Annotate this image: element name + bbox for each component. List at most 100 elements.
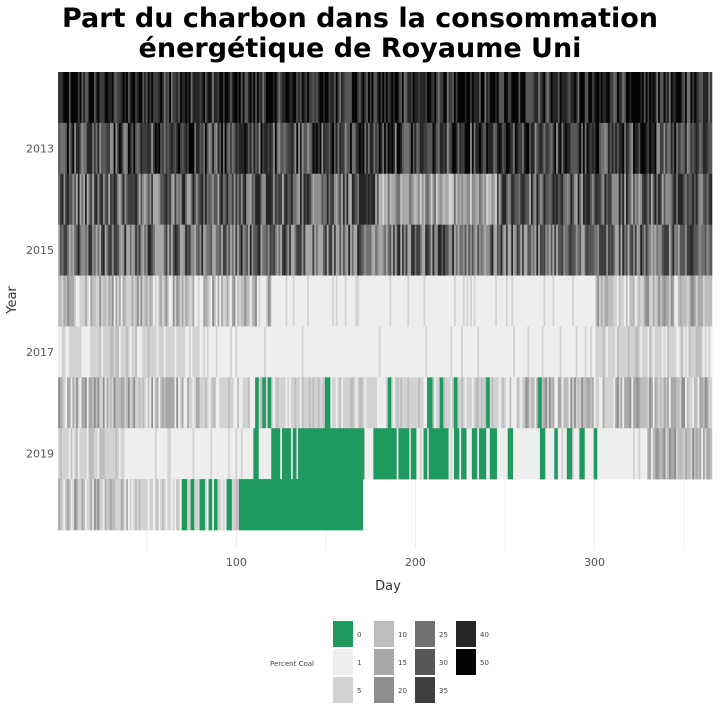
heatmap-cell — [642, 377, 645, 429]
heatmap-cell — [350, 122, 353, 175]
heatmap-cell — [425, 377, 428, 429]
heatmap-cell — [133, 122, 136, 175]
heatmap-cell — [518, 275, 521, 327]
heatmap-cell — [566, 72, 569, 124]
heatmap-cell — [688, 275, 691, 327]
heatmap-cell — [453, 326, 457, 378]
heatmap-cell — [154, 224, 158, 276]
heatmap-cell — [398, 72, 401, 124]
heatmap-cell — [101, 326, 104, 378]
heatmap-cell — [656, 275, 659, 327]
heatmap-cell — [119, 326, 122, 378]
heatmap-cell — [599, 173, 602, 225]
heatmap-cell — [292, 326, 295, 378]
heatmap-cell — [167, 173, 170, 225]
heatmap-cell — [219, 326, 222, 378]
heatmap-cell — [419, 173, 423, 225]
heatmap-cell — [163, 224, 166, 276]
heatmap-cell — [221, 326, 224, 378]
heatmap-cell — [106, 224, 109, 276]
heatmap-cell — [547, 173, 550, 225]
heatmap-cell — [165, 224, 168, 276]
heatmap-cell — [307, 377, 310, 429]
heatmap-cell — [683, 173, 686, 225]
heatmap-cell — [622, 224, 625, 276]
heatmap-cell — [409, 377, 412, 429]
heatmap-cell — [423, 122, 426, 175]
heatmap-cell — [310, 479, 313, 531]
heatmap-cell — [111, 122, 115, 175]
heatmap-cell — [161, 428, 165, 480]
heatmap-cell — [405, 377, 408, 429]
heatmap-cell — [502, 224, 505, 276]
heatmap-cell — [437, 122, 441, 175]
heatmap-cell — [495, 173, 498, 225]
heatmap-cell — [611, 377, 614, 429]
heatmap-cell — [402, 72, 405, 124]
heatmap-cell — [597, 224, 600, 276]
heatmap-cell — [482, 224, 485, 276]
heatmap-cell — [235, 479, 238, 531]
heatmap-cell — [584, 326, 587, 378]
heatmap-cell — [355, 479, 358, 531]
heatmap-cell — [520, 377, 523, 429]
heatmap-cell — [590, 428, 593, 480]
heatmap-cell — [516, 275, 519, 327]
heatmap-cell — [312, 428, 315, 480]
heatmap-cell — [307, 173, 310, 225]
heatmap-cell — [638, 326, 641, 378]
heatmap-cell — [412, 173, 415, 225]
heatmap-cell — [122, 377, 125, 429]
heatmap-cell — [264, 173, 267, 225]
heatmap-cell — [197, 377, 201, 429]
heatmap-cell — [471, 326, 475, 378]
heatmap-cell — [599, 122, 602, 175]
heatmap-cell — [314, 122, 317, 175]
heatmap-cell — [84, 224, 88, 276]
heatmap-cell — [328, 173, 331, 225]
heatmap-cell — [151, 122, 154, 175]
heatmap-cell — [93, 377, 97, 429]
heatmap-cell — [174, 72, 177, 124]
heatmap-cell — [471, 428, 475, 480]
heatmap-cell — [402, 275, 405, 327]
heatmap-cell — [58, 224, 61, 276]
heatmap-cell — [523, 72, 527, 124]
heatmap-cell — [86, 428, 89, 480]
heatmap-cell — [285, 173, 288, 225]
heatmap-cell — [602, 326, 605, 378]
heatmap-cell — [394, 224, 398, 276]
heatmap-cell — [679, 173, 682, 225]
heatmap-cell — [627, 275, 630, 327]
heatmap-cell — [84, 122, 88, 175]
heatmap-cell — [230, 122, 233, 175]
heatmap-cell — [692, 72, 695, 124]
heatmap-cell — [190, 173, 193, 225]
heatmap-cell — [68, 428, 72, 480]
heatmap-cell — [461, 173, 464, 225]
heatmap-cell — [296, 377, 299, 429]
legend-swatch — [374, 677, 394, 703]
heatmap-cell — [282, 224, 285, 276]
heatmap-cell — [221, 122, 224, 175]
heatmap-cell — [690, 173, 693, 225]
heatmap-cell — [685, 173, 688, 225]
heatmap-cell — [348, 377, 351, 429]
heatmap-cell — [335, 377, 338, 429]
heatmap-cell — [668, 428, 672, 480]
heatmap-cell — [247, 428, 251, 480]
heatmap-cell — [656, 326, 659, 378]
heatmap-cell — [219, 72, 222, 124]
heatmap-cell — [654, 326, 657, 378]
heatmap-cell — [228, 173, 231, 225]
heatmap-cell — [649, 122, 652, 175]
heatmap-cell — [260, 72, 263, 124]
heatmap-cell — [290, 428, 294, 480]
heatmap-cell — [149, 377, 152, 429]
heatmap-cell — [357, 72, 360, 124]
heatmap-cell — [509, 122, 512, 175]
heatmap-cell — [391, 72, 394, 124]
heatmap-cell — [624, 428, 627, 480]
heatmap-cell — [468, 224, 471, 276]
heatmap-cell — [418, 72, 421, 124]
